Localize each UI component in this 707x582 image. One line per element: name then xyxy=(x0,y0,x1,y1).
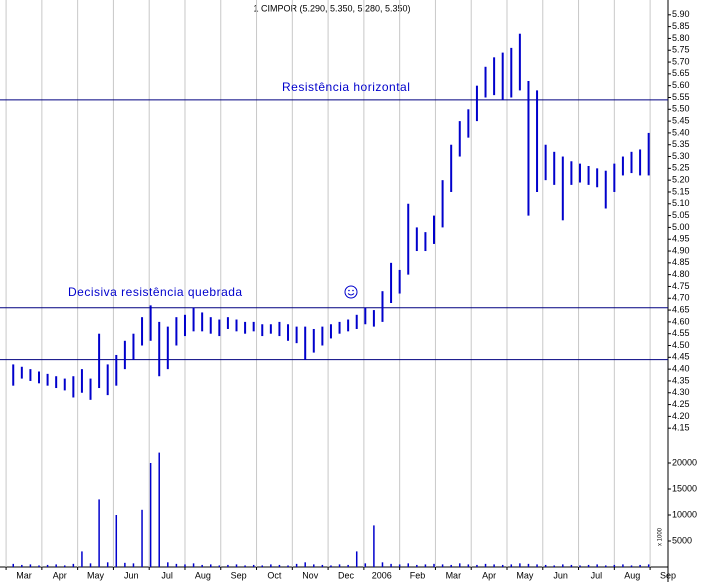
smiley-mouth xyxy=(347,293,355,296)
y-tick-label: 4.95 xyxy=(672,234,690,244)
y-tick-label: 4.30 xyxy=(672,387,690,397)
x-tick-label: Jul xyxy=(591,570,603,580)
y-tick-label: 5.60 xyxy=(672,80,690,90)
y-tick-label: 4.20 xyxy=(672,411,690,421)
x-tick-label: 2006 xyxy=(372,570,392,580)
y-tick-label: 5.80 xyxy=(672,33,690,43)
y-tick-label: 4.60 xyxy=(672,316,690,326)
smiley xyxy=(344,285,358,299)
smiley-eye xyxy=(352,289,354,292)
x-tick-label: Oct xyxy=(267,570,282,580)
chart-title: 1 CIMPOR (5.290, 5.350, 5.280, 5.350) xyxy=(253,3,410,13)
x-tick-label: Jun xyxy=(124,570,139,580)
y-tick-label: 4.45 xyxy=(672,352,690,362)
x-tick-label: Apr xyxy=(482,570,496,580)
y-tick-label: 4.80 xyxy=(672,269,690,279)
volume-tick-label: 5000 xyxy=(672,535,692,545)
y-tick-label: 4.75 xyxy=(672,281,690,291)
volume-tick-label: 10000 xyxy=(672,509,697,519)
x-tick-label: Sep xyxy=(231,570,247,580)
y-tick-label: 4.65 xyxy=(672,304,690,314)
y-tick-label: 5.55 xyxy=(672,92,690,102)
annotation: Decisiva resistência quebrada xyxy=(68,285,243,299)
annotation: Resistência horizontal xyxy=(282,80,410,94)
y-tick-label: 5.50 xyxy=(672,104,690,114)
x-tick-label: Jun xyxy=(553,570,568,580)
y-tick-label: 4.50 xyxy=(672,340,690,350)
y-tick-label: 5.00 xyxy=(672,222,690,232)
y-tick-label: 5.05 xyxy=(672,210,690,220)
x-tick-label: Apr xyxy=(53,570,67,580)
y-tick-label: 4.15 xyxy=(672,423,690,433)
smiley-face xyxy=(344,285,358,299)
x-tick-label: May xyxy=(87,570,105,580)
y-tick-label: 4.90 xyxy=(672,245,690,255)
y-tick-label: 4.55 xyxy=(672,328,690,338)
x-tick-label: Aug xyxy=(195,570,211,580)
volume-unit-label: x 1000 xyxy=(658,527,664,546)
y-tick-label: 5.70 xyxy=(672,56,690,66)
x-tick-label: Dec xyxy=(338,570,355,580)
x-tick-label: Feb xyxy=(410,570,426,580)
y-tick-label: 5.40 xyxy=(672,127,690,137)
x-tick-label: Jul xyxy=(161,570,173,580)
x-tick-label: May xyxy=(516,570,534,580)
y-tick-label: 5.35 xyxy=(672,139,690,149)
y-tick-label: 5.10 xyxy=(672,198,690,208)
y-tick-label: 5.85 xyxy=(672,21,690,31)
x-tick-label: Mar xyxy=(446,570,462,580)
y-tick-label: 5.25 xyxy=(672,163,690,173)
y-tick-label: 5.45 xyxy=(672,115,690,125)
x-tick-label: Aug xyxy=(624,570,640,580)
y-tick-label: 5.15 xyxy=(672,186,690,196)
smiley-eye xyxy=(348,289,350,292)
y-tick-label: 4.35 xyxy=(672,375,690,385)
x-tick-label: Nov xyxy=(302,570,319,580)
y-tick-label: 5.75 xyxy=(672,45,690,55)
y-tick-label: 5.90 xyxy=(672,9,690,19)
y-tick-label: 5.30 xyxy=(672,151,690,161)
x-tick-label: Sep xyxy=(660,570,676,580)
y-tick-label: 4.40 xyxy=(672,364,690,374)
volume-tick-label: 15000 xyxy=(672,483,697,493)
y-tick-label: 4.85 xyxy=(672,257,690,267)
y-tick-label: 5.65 xyxy=(672,68,690,78)
y-tick-label: 4.25 xyxy=(672,399,690,409)
y-tick-label: 5.20 xyxy=(672,175,690,185)
y-tick-label: 4.70 xyxy=(672,293,690,303)
volume-tick-label: 20000 xyxy=(672,457,697,467)
x-tick-label: Mar xyxy=(16,570,32,580)
